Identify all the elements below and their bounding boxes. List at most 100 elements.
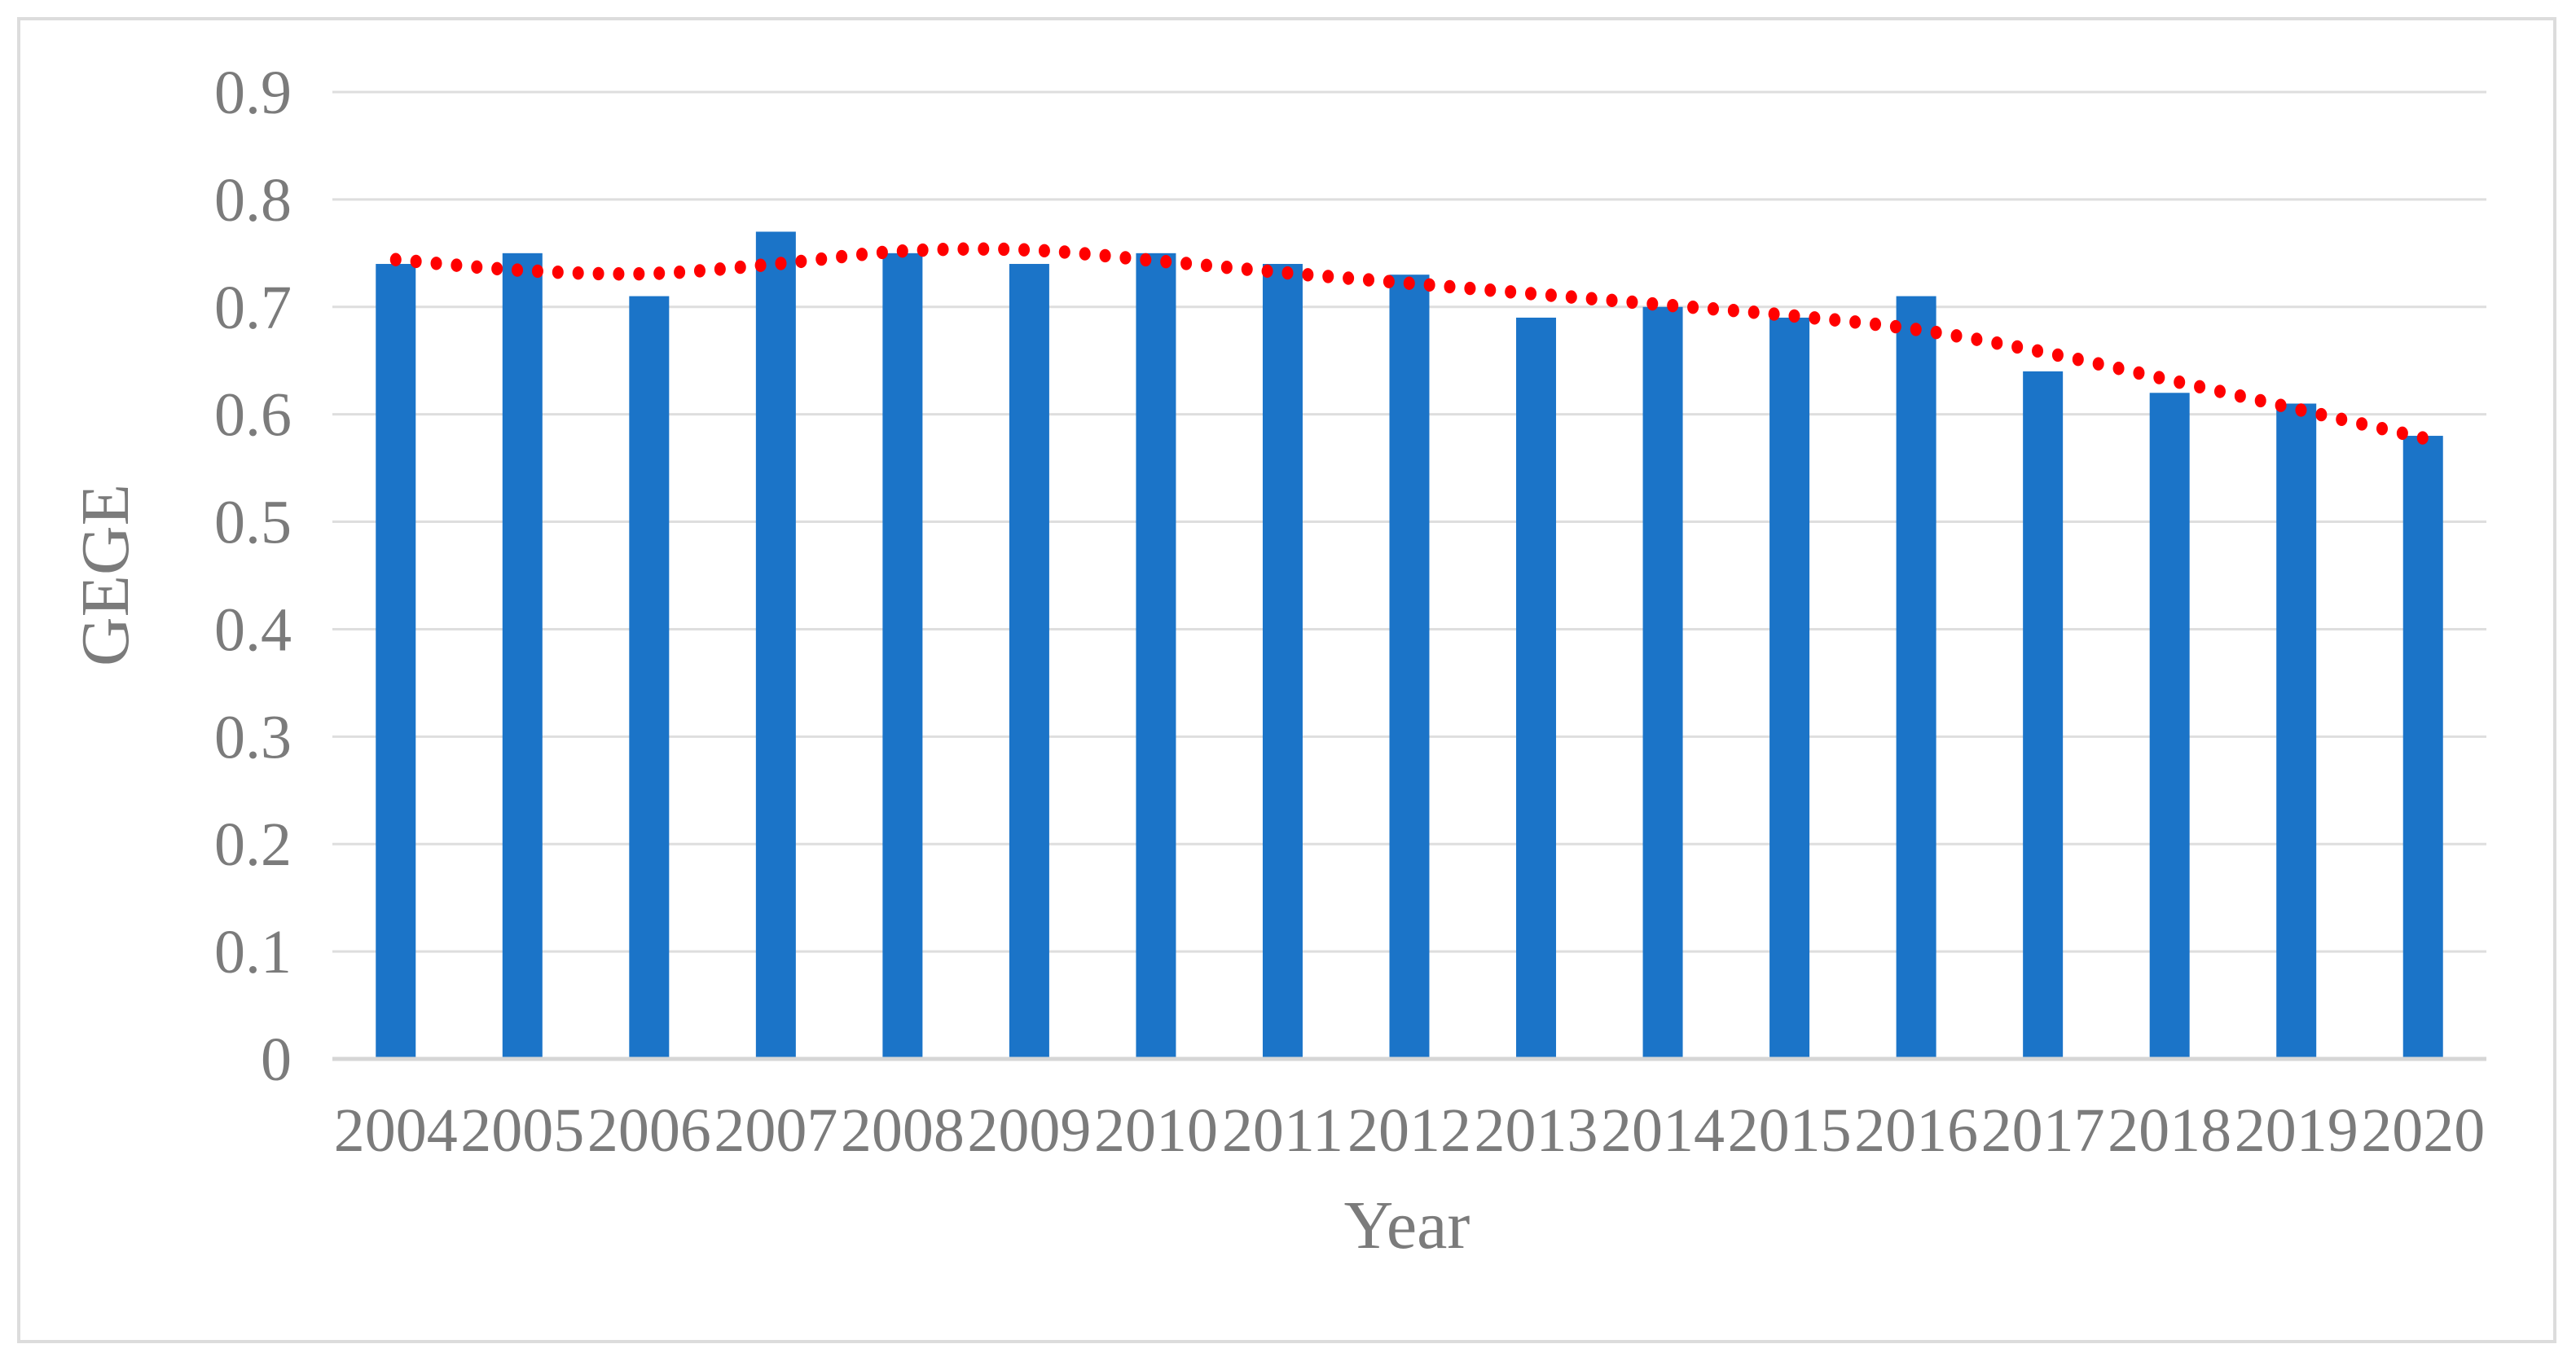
bar-2015 — [1769, 317, 1810, 1059]
trendline-dot — [653, 266, 666, 280]
trendline-dot — [430, 257, 442, 270]
x-axis-title: Year — [1343, 1188, 1470, 1263]
trendline-dot — [1768, 307, 1780, 321]
trendline-dot — [815, 252, 828, 266]
x-tick-label-2016: 2016 — [1854, 1096, 1978, 1165]
y-tick-label-0.4: 0.4 — [214, 595, 292, 664]
trendline-dot — [2356, 417, 2368, 431]
x-tick-label-2012: 2012 — [1347, 1096, 1471, 1165]
trendline-dot — [1950, 329, 1963, 343]
trendline-dot — [1788, 309, 1800, 323]
x-tick-label-2013: 2013 — [1475, 1096, 1598, 1165]
bar-2012 — [1389, 275, 1430, 1059]
trendline-dot — [2336, 412, 2348, 426]
trendline-dot — [1829, 313, 1841, 327]
trendline-dot — [2092, 357, 2104, 371]
trendline-dot — [693, 264, 706, 278]
bar-2013 — [1516, 317, 1557, 1059]
y-tick-label-0: 0 — [261, 1026, 292, 1094]
bar-2009 — [1009, 264, 1049, 1059]
x-tick-label-2018: 2018 — [2108, 1096, 2231, 1165]
trendline-dot — [1687, 300, 1699, 314]
trendline-dot — [1403, 276, 1415, 290]
y-axis-title: GEGE — [68, 484, 143, 666]
trendline-dot — [1058, 245, 1070, 259]
trendline-dot — [1464, 281, 1476, 296]
trendline-dot — [2376, 421, 2389, 436]
trendline-dot — [1444, 279, 1456, 294]
trendline-dot — [2133, 366, 2145, 380]
trendline-dot — [1525, 287, 1537, 301]
x-tick-label-2017: 2017 — [1981, 1096, 2105, 1165]
bar-2018 — [2149, 393, 2190, 1059]
trendline-dot — [876, 245, 888, 260]
trendline-dot — [1849, 315, 1862, 329]
trendline-dot — [1971, 332, 1983, 346]
trendline-dot — [1302, 268, 1314, 282]
y-tick-label-0.9: 0.9 — [214, 59, 292, 127]
trendline-dot — [1322, 270, 1334, 283]
trendline-dot — [2153, 371, 2165, 384]
trendline-dot — [572, 266, 584, 280]
trendline-dot — [2011, 340, 2024, 354]
bar-2005 — [502, 253, 543, 1059]
bar-2019 — [2276, 403, 2317, 1059]
trendline-dot — [1505, 285, 1517, 299]
x-tick-label-2005: 2005 — [460, 1096, 584, 1165]
trendline-dot — [1038, 244, 1050, 257]
trendline-dot — [1484, 283, 1497, 297]
y-tick-label-0.8: 0.8 — [214, 166, 292, 235]
trendline-dot — [633, 266, 645, 281]
trendline-dot — [2072, 352, 2084, 367]
trendline-dot — [1747, 305, 1760, 319]
x-tick-label-2015: 2015 — [1728, 1096, 1852, 1165]
trendline-dot — [389, 253, 402, 266]
trendline-dot — [1160, 254, 1172, 269]
trendline-dot — [1545, 288, 1557, 302]
x-tick-label-2008: 2008 — [841, 1096, 965, 1165]
trendline-dot — [674, 266, 686, 279]
trendline-dot — [896, 244, 908, 258]
trendline-dot — [1343, 271, 1355, 285]
trendline-dot — [1423, 278, 1435, 292]
trendline-dot — [1281, 266, 1294, 280]
trendline-dot — [998, 242, 1010, 257]
trendline-dot — [1889, 319, 1901, 334]
x-tick-label-2011: 2011 — [1222, 1096, 1343, 1165]
trendline-dot — [836, 249, 848, 264]
trendline-dot — [1241, 262, 1253, 276]
trendline-dot — [451, 258, 463, 272]
trendline-dot — [2396, 426, 2408, 441]
trendline-dot — [2315, 407, 2328, 422]
trendline-dot — [1180, 257, 1193, 270]
bar-2007 — [755, 231, 796, 1059]
trendline-dot — [1707, 302, 1719, 316]
trendline-dot — [1383, 275, 1395, 288]
trendline-dot — [795, 254, 807, 269]
trendline-dot — [2213, 384, 2226, 398]
trendline-dot — [1261, 264, 1273, 279]
trendline-dot — [1809, 311, 1821, 325]
trendline-dot — [410, 254, 422, 269]
trendline-dot — [491, 261, 503, 276]
y-tick-label-0.6: 0.6 — [214, 381, 292, 450]
trendline-dot — [978, 242, 990, 256]
trendline-dot — [1099, 248, 1111, 263]
trendline-dot — [2295, 403, 2307, 417]
x-tick-label-2020: 2020 — [2361, 1096, 2485, 1165]
bar-2004 — [376, 264, 416, 1059]
trendline-dot — [1079, 247, 1091, 261]
trendline-dot — [1991, 336, 2003, 350]
y-tick-label-0.1: 0.1 — [214, 918, 292, 986]
trendline-dot — [592, 266, 604, 281]
trendline-dot — [734, 260, 746, 275]
trendline-dot — [2032, 344, 2044, 358]
trendline-dot — [1930, 325, 1942, 340]
trendline-dot — [1910, 323, 1922, 336]
trendline-dot — [957, 242, 969, 256]
bar-2016 — [1896, 296, 1936, 1060]
trendline-dot — [613, 267, 625, 281]
trendline-dot — [2275, 398, 2287, 412]
